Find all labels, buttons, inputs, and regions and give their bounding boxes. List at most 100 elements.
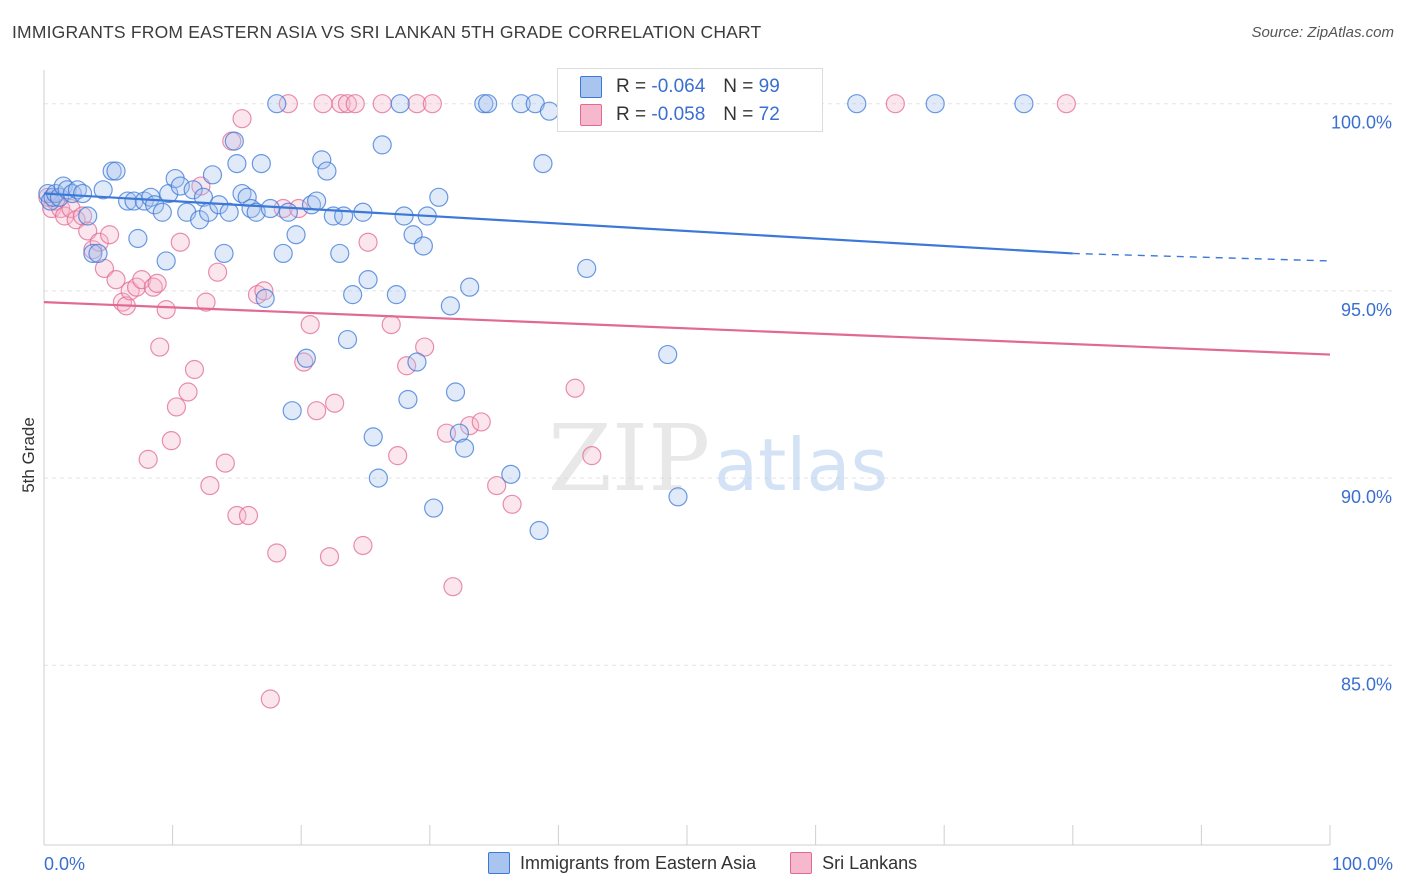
- data-point: [1056, 94, 1076, 114]
- legend-row-blue: R = -0.064 N = 99: [580, 75, 780, 99]
- data-point: [200, 475, 220, 496]
- bottom-legend-swatch-blue: [488, 852, 510, 874]
- data-point: [150, 337, 170, 357]
- data-point: [61, 198, 81, 219]
- data-point: [381, 314, 401, 335]
- data-point: [582, 446, 602, 466]
- data-point: [353, 535, 373, 556]
- data-point: [337, 329, 358, 350]
- data-point: [471, 412, 491, 432]
- data-point: [88, 243, 108, 264]
- source-label: Source: ZipAtlas.com: [1251, 24, 1394, 41]
- data-point: [296, 348, 316, 368]
- legend-row-pink: R = -0.058 N = 72: [580, 103, 780, 127]
- data-point: [273, 243, 293, 264]
- chart-title: IMMIGRANTS FROM EASTERN ASIA VS SRI LANK…: [12, 22, 762, 42]
- data-point: [267, 543, 287, 563]
- data-point: [224, 131, 244, 151]
- data-point: [529, 520, 549, 541]
- data-point: [658, 344, 678, 365]
- y-tick-label: 90.0%: [1341, 487, 1392, 507]
- data-point: [407, 352, 427, 372]
- data-point: [449, 423, 469, 443]
- data-point: [539, 101, 559, 121]
- data-point: [429, 187, 449, 207]
- bottom-legend: Immigrants from Eastern Asia Sri Lankans: [488, 852, 951, 874]
- legend-swatch-pink: [580, 104, 602, 126]
- data-point: [445, 382, 466, 402]
- trend-line-extension-blue: [1072, 252, 1331, 262]
- data-point: [132, 270, 152, 290]
- data-point: [424, 498, 444, 518]
- y-axis-label: 5th Grade: [19, 417, 38, 493]
- data-point: [260, 198, 280, 219]
- legend-r-value-blue: -0.064: [651, 76, 706, 97]
- series-sri-lankans: [38, 94, 1076, 709]
- data-point: [440, 296, 460, 316]
- data-point: [246, 202, 266, 222]
- data-point: [390, 94, 410, 114]
- data-point: [668, 487, 688, 507]
- data-point: [394, 206, 414, 226]
- data-point: [219, 202, 239, 222]
- data-point: [156, 300, 176, 320]
- data-point: [372, 135, 392, 155]
- data-point: [286, 225, 306, 245]
- data-point: [407, 94, 427, 114]
- data-point: [152, 202, 172, 222]
- data-point: [415, 337, 435, 357]
- data-point: [93, 180, 113, 200]
- data-point: [1014, 94, 1034, 114]
- data-point: [170, 232, 190, 252]
- y-tick-labels: 100.0% 95.0% 90.0% 85.0%: [1331, 113, 1392, 695]
- data-point: [330, 243, 350, 264]
- data-point: [117, 191, 138, 211]
- legend-n-value-pink: 72: [758, 104, 780, 125]
- data-point: [78, 206, 98, 226]
- data-point: [202, 165, 223, 185]
- data-point: [847, 94, 867, 114]
- data-point: [325, 393, 345, 413]
- legend-n-label: N =: [723, 104, 754, 125]
- data-point: [460, 416, 480, 436]
- data-point: [925, 94, 945, 114]
- y-tick-label: 100.0%: [1331, 113, 1392, 133]
- data-point: [143, 277, 163, 297]
- watermark-atlas: atlas: [714, 423, 888, 507]
- data-point: [331, 94, 351, 114]
- data-point: [83, 243, 103, 264]
- data-point: [487, 475, 507, 496]
- bottom-legend-item-pink: Sri Lankans: [790, 852, 917, 874]
- data-point: [386, 285, 406, 305]
- data-point: [337, 94, 358, 114]
- data-point: [278, 202, 298, 222]
- watermark-zip: ZIP: [548, 405, 710, 512]
- data-point: [317, 161, 337, 181]
- data-point: [312, 150, 332, 170]
- data-point: [251, 153, 271, 174]
- data-point: [72, 183, 93, 204]
- data-point: [454, 438, 475, 458]
- data-point: [260, 689, 280, 709]
- x-tick-label: 0.0%: [44, 854, 85, 874]
- data-point: [478, 94, 498, 114]
- data-point: [166, 397, 187, 417]
- data-point: [577, 258, 597, 279]
- data-point: [319, 547, 340, 567]
- data-point: [112, 292, 133, 312]
- data-point: [238, 505, 259, 526]
- data-point: [565, 378, 585, 398]
- trend-line-blue: [43, 192, 1073, 255]
- data-point: [178, 382, 198, 402]
- bottom-legend-label-blue: Immigrants from Eastern Asia: [520, 852, 757, 873]
- data-point: [422, 94, 442, 114]
- data-point: [343, 285, 363, 305]
- data-point: [307, 191, 327, 211]
- data-point: [106, 161, 126, 181]
- data-point: [215, 453, 235, 473]
- data-point: [368, 468, 388, 488]
- data-point: [397, 356, 417, 376]
- data-point: [196, 292, 216, 312]
- data-point: [99, 225, 120, 245]
